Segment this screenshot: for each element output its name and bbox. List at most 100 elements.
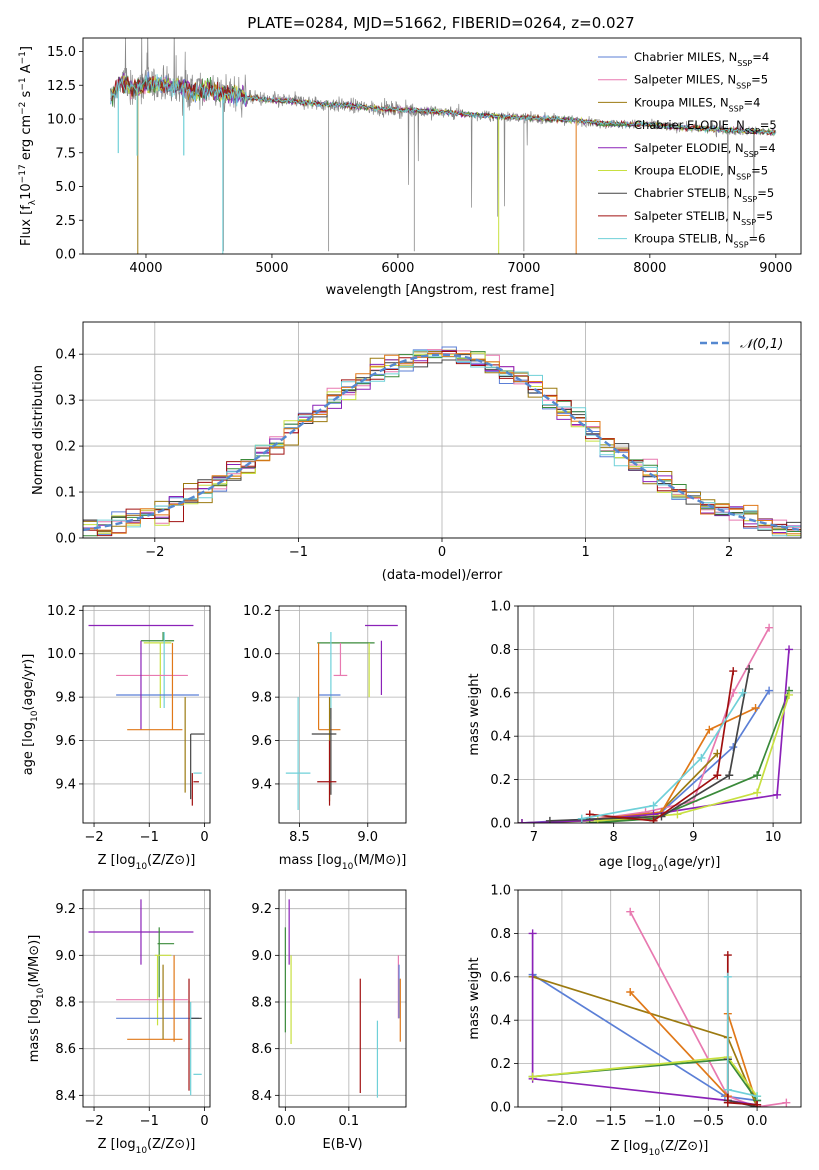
plot-area	[279, 606, 406, 823]
legend-entry: Salpeter ELODIE, NSSP=4	[634, 141, 776, 159]
y-tick-label: 9.2	[55, 902, 76, 917]
legend-subscript: SSP	[742, 195, 757, 204]
mass-weight-marker	[753, 1100, 762, 1107]
label-part: log	[116, 1137, 136, 1152]
label-part: E(B-V)	[322, 1137, 362, 1152]
mass-weight-marker	[528, 929, 537, 938]
x-tick-label: 2	[725, 545, 733, 560]
mass-weight-marker	[518, 819, 526, 823]
y-tick-label: 9.4	[251, 777, 272, 792]
mass-weight-marker	[782, 1098, 791, 1107]
legend-subscript: SSP	[736, 172, 751, 181]
y-tick-label: 9.4	[55, 777, 76, 792]
plot-area	[518, 890, 801, 1107]
x-tick-label: −2.0	[546, 1114, 578, 1129]
y-tick-label: 8.4	[55, 1089, 76, 1104]
legend-entry: Kroupa ELODIE, NSSP=5	[634, 164, 768, 182]
mass-weight-marker	[785, 645, 794, 654]
label-subscript: 10	[36, 987, 46, 999]
normal-distribution-curve	[83, 353, 801, 532]
y-tick-label: 0.2	[55, 440, 76, 455]
y-tick-label: 12.5	[47, 79, 76, 94]
axes-mass_vs_Z: −2 −1 08.48.68.89.09.2Z [log10(Z/Z⊙)]mass …	[27, 889, 211, 1156]
label-part: Z [	[98, 853, 116, 868]
x-tick-label: 10	[765, 830, 782, 845]
mass-weight-marker	[626, 907, 635, 916]
mass-weight-marker	[753, 1092, 762, 1101]
label-part: log	[629, 1139, 649, 1154]
y-axis-label: age [log10(age/yr)]	[21, 654, 40, 776]
y-label-part: ]	[19, 46, 34, 51]
mass-weight-marker	[626, 987, 635, 996]
label-subscript: 10	[136, 862, 148, 872]
mass-weight-marker	[697, 753, 706, 762]
label-subscript: 10	[136, 1146, 148, 1156]
y-tick-label: 8.8	[55, 996, 76, 1011]
legend-name: Kroupa MILES, N	[634, 95, 729, 109]
mass-weight-marker	[649, 801, 658, 810]
label-part: log	[632, 855, 652, 870]
mass-weight-line	[581, 692, 744, 820]
errorbar-point	[140, 632, 175, 642]
y-tick-label: 9.0	[55, 949, 76, 964]
label-part: (Z/Z⊙)]	[147, 853, 195, 868]
mass-weight-marker	[729, 667, 738, 676]
mass-weight-marker	[751, 703, 760, 712]
axes-mass_weight_vs_Z: −2.0 −1.5 −1.0 −0.5 0.0 0.0 0.2 0.4 0.6 0.8 1.0 Z […	[467, 884, 802, 1158]
mass-weight-marker	[649, 816, 658, 823]
mass-weight-marker	[738, 688, 747, 697]
x-tick-label: −2	[145, 545, 164, 560]
mass-weight-marker	[753, 771, 762, 780]
legend-name: Kroupa STELIB, N	[634, 232, 734, 246]
x-tick-label: 8000	[633, 261, 666, 276]
x-tick-label: −1	[289, 545, 308, 560]
legend-suffix: =5	[751, 164, 768, 178]
legend-entry: Salpeter MILES, NSSP=5	[634, 73, 768, 91]
legend-suffix: =4	[744, 95, 761, 109]
legend-subscript: SSP	[737, 59, 752, 68]
y-tick-label: 1.0	[490, 884, 511, 899]
label-part: log	[322, 853, 342, 868]
model-spectrum-line	[110, 74, 777, 136]
x-axis-label: age [log10(age/yr)]	[599, 855, 721, 874]
mass-weight-marker	[545, 816, 554, 823]
mass-weight-marker	[725, 771, 734, 780]
legend-subscript: SSP	[744, 149, 759, 158]
mass-weight-marker	[785, 690, 794, 699]
label-part: mass [	[27, 1019, 42, 1062]
mass-weight-series	[545, 664, 754, 823]
label-part: (M/M⊙)]	[27, 935, 42, 988]
legend-suffix: =5	[756, 209, 773, 223]
label-part: (Z/Z⊙)]	[660, 1139, 708, 1154]
y-tick-label: 8.8	[251, 996, 272, 1011]
y-tick-label: 7.5	[55, 146, 76, 161]
mass-weight-series	[577, 688, 747, 823]
mass-weight-line	[589, 670, 735, 822]
plot-area	[518, 606, 801, 823]
y-tick-label: 9.2	[251, 902, 272, 917]
mass-weight-marker	[577, 814, 586, 823]
axes-age_vs_Z: −2 −1 09.49.69.810.010.2Z [log10(Z/Z⊙)]age…	[21, 604, 211, 872]
label-part: Z [	[611, 1139, 629, 1154]
mass-weight-marker	[713, 771, 722, 780]
plot-area	[279, 890, 406, 1107]
mass-weight-line	[589, 690, 790, 823]
x-tick-label: 9	[689, 830, 697, 845]
y-tick-label: 10.2	[243, 604, 272, 619]
y-axis-label: Normed distribution	[31, 365, 46, 495]
x-axis-label: E(B-V)	[322, 1137, 362, 1152]
y-label-part: erg cm	[19, 115, 34, 164]
label-subscript: 10	[649, 1148, 661, 1158]
mass-weight-series	[723, 972, 762, 1101]
y-tick-label: 8.6	[251, 1042, 272, 1057]
label-part: (Z/Z⊙)]	[147, 1137, 195, 1152]
legend-subscript: SSP	[734, 240, 749, 249]
mass-weight-line	[549, 668, 751, 822]
y-tick-label: 9.8	[55, 691, 76, 706]
x-axis-label: (data-model)/error	[382, 568, 503, 583]
y-tick-label: 8.6	[55, 1042, 76, 1057]
axes-frame	[82, 321, 802, 539]
